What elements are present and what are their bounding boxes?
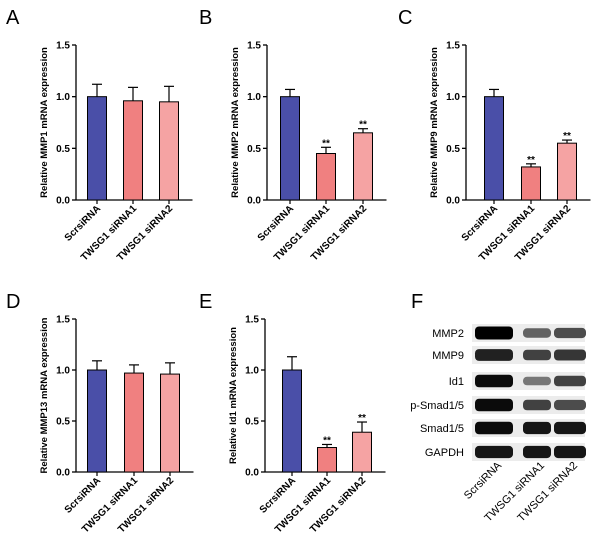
panel-c-mmp9-chart: C 0.0 0.5 1.0 1.5 Relative MMP9 mRNA expressi… <box>398 7 591 263</box>
y-tick-label: 0.5 <box>56 144 70 155</box>
blot-row-label: Smad1/5 <box>420 423 464 435</box>
blot-band <box>523 376 551 386</box>
bar <box>160 373 180 473</box>
blot-band <box>475 445 513 459</box>
panel-b-mmp2-chart: B 0.0 0.5 1.0 1.5 Relative MMP2 mRNA expressi… <box>199 7 387 263</box>
blot-band <box>523 421 551 435</box>
significance-label: ** <box>563 131 571 142</box>
y-tick-label: 1.5 <box>247 41 261 52</box>
y-tick-label: 0.0 <box>446 196 460 207</box>
y-tick-label: 1.0 <box>56 366 70 377</box>
y-tick-label: 1.5 <box>446 41 460 52</box>
y-tick-label: 1.0 <box>247 92 261 103</box>
significance-label: ** <box>527 155 535 166</box>
y-tick-label: 0.0 <box>247 196 261 207</box>
bar <box>557 142 577 201</box>
significance-label: ** <box>323 435 331 446</box>
y-axis-label: Relative MMP2 mRNA expression <box>230 47 241 198</box>
significance-label: ** <box>322 138 330 149</box>
blot-band <box>523 445 551 459</box>
bar <box>484 96 504 201</box>
significance-label: ** <box>358 413 366 424</box>
significance-label: ** <box>359 120 367 131</box>
y-tick-label: 0.0 <box>56 196 70 207</box>
blot-band <box>554 349 586 361</box>
y-axis-label: Relative MMP1 mRNA expression <box>39 47 50 198</box>
blot-band <box>554 445 586 459</box>
bar <box>124 372 144 473</box>
blot-band <box>475 421 513 435</box>
blot-row-label: MMP9 <box>432 350 464 362</box>
y-tick-label: 0.5 <box>56 417 70 428</box>
y-tick-label: 1.5 <box>245 315 259 326</box>
panel-letter: A <box>6 7 20 29</box>
bar <box>123 100 143 201</box>
panel-letter: E <box>199 291 212 313</box>
blot-band <box>475 398 513 412</box>
y-tick-label: 0.0 <box>56 468 70 479</box>
bar <box>159 101 179 201</box>
y-axis-label: Relative MMP9 mRNA expression <box>429 47 440 198</box>
bar <box>87 369 107 473</box>
panel-d-mmp13-chart: D 0.0 0.5 1.0 1.5 Relative MMP13 mRNA express… <box>6 291 194 535</box>
bar <box>280 96 300 201</box>
panel-letter: B <box>199 7 212 29</box>
panel-letter: F <box>411 291 423 313</box>
blot-band <box>554 399 586 411</box>
bar <box>521 166 541 201</box>
y-axis-label: Relative Id1 mRNA expression <box>228 327 239 464</box>
blot-row-label: GAPDH <box>425 447 464 459</box>
blot-row-label: MMP2 <box>432 328 464 340</box>
blot-lane-label: ScrsiRNA <box>462 459 505 502</box>
bar <box>282 369 302 473</box>
y-tick-label: 1.0 <box>446 92 460 103</box>
y-tick-label: 0.0 <box>245 468 259 479</box>
y-tick-label: 0.5 <box>446 144 460 155</box>
blot-band <box>475 326 513 340</box>
bar <box>87 96 107 201</box>
blot-band <box>523 349 551 361</box>
blot-lane-label: TWSG1 siRNA2 <box>515 460 580 525</box>
y-axis-label: Relative MMP13 mRNA expression <box>39 317 50 473</box>
y-tick-label: 1.5 <box>56 41 70 52</box>
y-tick-label: 0.5 <box>247 144 261 155</box>
blot-band <box>523 328 551 338</box>
bar <box>317 447 337 473</box>
panel-letter: D <box>6 291 20 313</box>
y-tick-label: 1.0 <box>56 92 70 103</box>
y-tick-label: 1.0 <box>245 366 259 377</box>
panel-a-mmp1-chart: A 0.0 0.5 1.0 1.5 Relative MMP1 mRNA expressi… <box>6 7 193 263</box>
blot-row-label: p-Smad1/5 <box>410 400 464 412</box>
blot-band <box>554 421 586 435</box>
panel-e-id1-chart: E 0.0 0.5 1.0 1.5 Relative Id1 mRNA expressio… <box>199 291 386 535</box>
bar <box>353 132 373 201</box>
bar <box>316 153 336 201</box>
panel-letter: C <box>398 7 412 29</box>
y-tick-label: 0.5 <box>245 417 259 428</box>
blot-band <box>475 374 513 388</box>
panel-f-western-blot: F MMP2 MMP9 Id1 p-Smad1/5 Smad1/5 GAPDHScrsiRN… <box>410 291 586 524</box>
bar <box>352 431 372 473</box>
y-tick-label: 1.5 <box>56 315 70 326</box>
blot-band <box>475 349 513 361</box>
blot-band <box>554 375 586 387</box>
blot-band <box>554 327 586 339</box>
blot-band <box>523 399 551 411</box>
blot-row-label: Id1 <box>449 376 464 388</box>
